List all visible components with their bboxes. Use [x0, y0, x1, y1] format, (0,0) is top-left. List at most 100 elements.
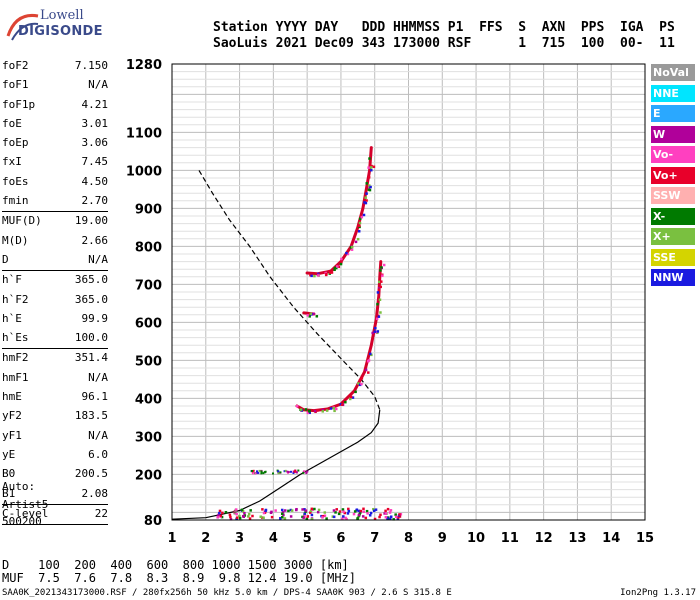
echo-point	[342, 515, 345, 518]
echo-point	[315, 315, 319, 318]
echo-point	[310, 507, 314, 511]
echo-point	[283, 517, 287, 520]
echo-point	[377, 288, 381, 292]
echo-point	[364, 368, 368, 372]
echo-point	[243, 511, 246, 515]
echo-point	[309, 509, 313, 513]
echo-point	[218, 511, 221, 515]
echo-point	[272, 472, 275, 475]
echo-point	[388, 511, 392, 514]
echo-point	[228, 513, 232, 517]
echo-point	[364, 196, 367, 199]
echo-point	[335, 266, 338, 270]
echo-point	[257, 471, 260, 474]
echo-point	[394, 515, 398, 519]
echo-point	[365, 192, 368, 195]
echo-point	[384, 516, 388, 519]
echo-point	[305, 518, 309, 521]
x-tick-label: 2	[201, 531, 210, 546]
echo-point	[277, 470, 280, 473]
echo-point	[355, 508, 359, 511]
echo-point	[379, 269, 382, 272]
param-key: M(D)	[2, 233, 29, 247]
curve-solid	[171, 409, 381, 520]
echo-point	[310, 517, 314, 521]
echo-point	[260, 516, 264, 519]
echo-point	[362, 510, 365, 514]
echo-point	[251, 514, 254, 518]
echo-point	[369, 185, 372, 189]
echo-point	[384, 512, 388, 515]
param-value: 7.45	[81, 155, 109, 169]
echo-point	[235, 516, 239, 519]
y-tick-label: 80	[144, 514, 162, 529]
echo-point	[380, 280, 383, 283]
echo-point	[374, 326, 377, 330]
param-value: 2.70	[81, 194, 109, 208]
echo-point	[366, 512, 369, 515]
echo-point	[306, 314, 309, 317]
echo-point	[287, 509, 290, 513]
y-tick-label: 200	[135, 468, 162, 483]
legend-item-noval: NoVal	[651, 64, 695, 81]
echo-point	[274, 509, 277, 512]
param-value: 2.08	[81, 486, 109, 500]
echo-point	[336, 265, 339, 268]
echo-point	[310, 274, 313, 278]
echo-point	[240, 508, 244, 512]
echo-point	[372, 507, 375, 511]
param-row: yF2 183.5	[2, 407, 108, 426]
echo-point	[308, 411, 311, 415]
logo-text-digisonde: DIGISONDE	[18, 24, 103, 39]
echo-point	[306, 411, 310, 415]
logo-text-lowell: Lowell	[40, 8, 84, 23]
echo-point	[242, 515, 246, 519]
echo-point	[221, 511, 224, 515]
x-tick-label: 8	[404, 531, 413, 546]
echo-point	[351, 396, 355, 399]
echo-point	[280, 516, 284, 519]
echo-point	[309, 511, 312, 514]
echo-point	[378, 298, 382, 301]
echo-point	[299, 408, 303, 411]
echo-point	[347, 509, 351, 513]
echo-point	[251, 469, 254, 472]
x-tick-label: 1	[167, 531, 176, 546]
echo-point	[358, 217, 362, 220]
echo-point	[356, 237, 360, 241]
y-tick-label: 1280	[126, 58, 162, 73]
curve-trace_red	[305, 146, 373, 276]
muf-distance-row: D 100 200 400 600 800 1000 1500 3000 [km…	[2, 558, 349, 572]
x-tick-label: 10	[467, 531, 485, 546]
echo-point	[335, 508, 338, 511]
echo-point	[262, 472, 265, 475]
echo-point	[325, 517, 328, 520]
echo-point	[340, 403, 344, 406]
echo-point	[329, 407, 333, 410]
param-value: 351.4	[74, 351, 108, 365]
param-key: hmF2	[2, 351, 29, 365]
param-separator	[2, 211, 108, 213]
param-key: h`F2	[2, 292, 29, 306]
echo-point	[334, 511, 337, 514]
echo-points	[216, 157, 403, 521]
echo-point	[283, 509, 287, 512]
echo-point	[314, 409, 317, 413]
echo-point	[312, 312, 315, 316]
param-separator	[2, 503, 108, 505]
legend-item-ssw: SSW	[651, 187, 695, 204]
param-value: N/A	[88, 78, 108, 92]
y-tick-label: 500	[135, 354, 162, 369]
echo-point	[304, 408, 308, 411]
echo-point	[359, 511, 362, 514]
legend-item-nnw: NNW	[651, 269, 695, 286]
echo-point	[337, 512, 341, 516]
echo-point	[340, 260, 343, 264]
param-key: foF2	[2, 59, 29, 72]
echo-point	[219, 514, 223, 517]
auto-code: 500200	[2, 515, 42, 528]
param-value: 2.66	[81, 233, 109, 247]
footer-version: Ion2Png 1.3.17	[620, 588, 696, 598]
echo-point	[365, 509, 369, 513]
ionogram-parameters: foF2 7.150 foF1 N/A foF1p 4.21 foE 3.01 foEp 3.06…	[2, 57, 109, 526]
